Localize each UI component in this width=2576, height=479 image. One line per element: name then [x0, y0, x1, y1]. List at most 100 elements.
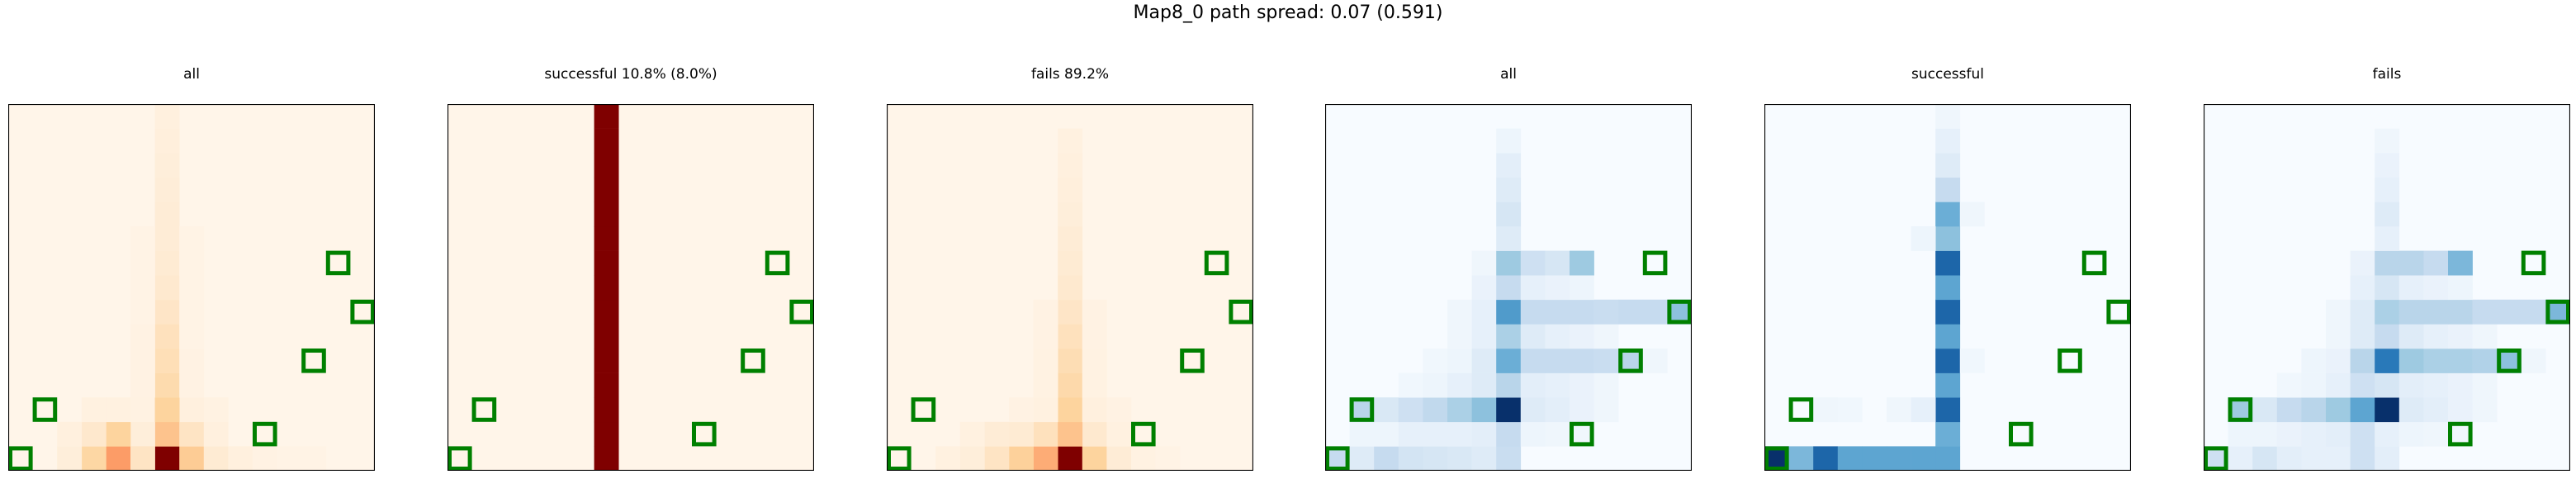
heatmap-cell — [2326, 324, 2351, 349]
heatmap-cell — [2301, 421, 2327, 447]
heatmap-cell — [2350, 372, 2375, 398]
heatmap-cell — [2276, 372, 2302, 398]
heatmap-cell — [130, 226, 155, 251]
heatmap-cell — [1935, 275, 1961, 301]
heatmap-cell — [1398, 372, 1423, 398]
heatmap-cell — [1496, 446, 1522, 471]
heatmap-cell — [1058, 202, 1083, 227]
heatmap-cell — [2423, 250, 2449, 276]
heatmap-cell — [1349, 446, 1375, 471]
heatmap-cell — [1131, 446, 1156, 471]
heatmap-cell — [1642, 299, 1668, 325]
goal-marker — [350, 299, 375, 325]
heatmap-cell — [1058, 372, 1083, 398]
heatmap-cell — [1593, 299, 1619, 325]
heatmap-cell — [154, 324, 180, 349]
heatmap-cell — [1935, 421, 1961, 447]
goal-marker — [2521, 250, 2546, 276]
heatmap-cell — [1520, 349, 1546, 373]
goal-marker — [1642, 250, 1668, 276]
heatmap-cell — [179, 349, 205, 373]
heatmap-cell — [594, 397, 619, 423]
heatmap-cell — [1471, 275, 1497, 301]
heatmap-cell — [1058, 128, 1083, 154]
heatmap-cell — [594, 299, 619, 325]
heatmap-cell — [130, 250, 155, 276]
heatmap-cell — [1447, 372, 1472, 398]
heatmap-cell — [81, 421, 107, 447]
heatmap-cell — [179, 397, 205, 423]
heatmap-cell — [1911, 446, 1936, 471]
heatmap-cell — [2398, 397, 2424, 423]
goal-marker — [253, 421, 277, 447]
heatmap-cell — [2350, 299, 2375, 325]
heatmap-cell — [594, 446, 619, 471]
heatmap-cell — [1520, 421, 1546, 447]
goal-marker — [2228, 397, 2253, 422]
goal-marker — [301, 349, 326, 373]
heatmap-cell — [1009, 446, 1034, 471]
heatmap-cell — [1618, 299, 1644, 325]
heatmap-cell — [2350, 446, 2375, 471]
heatmap-cell — [1058, 177, 1083, 202]
heatmap-cell — [984, 446, 1010, 471]
heatmap-cell — [1545, 421, 1570, 447]
heatmap-cell — [594, 202, 619, 227]
heatmap-cell — [2472, 324, 2498, 349]
heatmap-cell — [57, 421, 83, 447]
heatmap-cell — [203, 397, 229, 423]
goal-marker — [1325, 446, 1350, 471]
goal-marker — [1667, 299, 1692, 325]
heatmap-cell — [1447, 446, 1472, 471]
heatmap-cell — [2301, 397, 2327, 423]
heatmap-cell — [959, 446, 985, 471]
heatmap-cell — [1155, 446, 1181, 471]
heatmap-cell — [1496, 128, 1522, 154]
heatmap-cell — [2252, 397, 2278, 423]
heatmap-cell — [277, 446, 302, 471]
goal-marker — [1764, 446, 1789, 471]
heatmap-cell — [1545, 397, 1570, 423]
heatmap-cell — [1496, 226, 1522, 251]
heatmap-cell — [1082, 324, 1107, 349]
heatmap-cell — [1520, 250, 1546, 276]
heatmap-cell — [2448, 397, 2473, 423]
heatmap-cell — [1058, 421, 1083, 447]
heatmap-cell — [1058, 446, 1083, 471]
heatmap-cell — [1593, 324, 1619, 349]
heatmap-cell — [1813, 397, 1839, 423]
heatmap-cell — [1447, 349, 1472, 373]
heatmap-cell — [1496, 299, 1522, 325]
heatmap-cell — [179, 372, 205, 398]
heatmap-cell — [1520, 275, 1546, 301]
heatmap-cell — [2326, 372, 2351, 398]
heatmap-panel — [447, 104, 814, 471]
heatmap-cell — [1374, 397, 1399, 423]
heatmap-cell — [1447, 397, 1472, 423]
heatmap-cell — [2448, 349, 2473, 373]
heatmap-cell — [2228, 446, 2253, 471]
heatmap-cell — [2375, 177, 2400, 202]
heatmap-cell — [2375, 397, 2400, 423]
heatmap-cell — [1447, 324, 1472, 349]
goal-marker — [1180, 349, 1205, 373]
heatmap-cell — [1398, 397, 1423, 423]
heatmap-cell — [594, 104, 619, 129]
heatmap-cell — [2423, 275, 2449, 301]
heatmap-cell — [2423, 324, 2449, 349]
heatmap-svg — [8, 104, 375, 471]
heatmap-cell — [2375, 202, 2400, 227]
goal-marker — [1349, 397, 1375, 422]
heatmap-cell — [106, 397, 131, 423]
heatmap-cell — [594, 226, 619, 251]
heatmap-cell — [1520, 299, 1546, 325]
axes-frame — [1764, 104, 2131, 471]
heatmap-cell — [1471, 349, 1497, 373]
heatmap-cell — [2326, 421, 2351, 447]
heatmap-cell — [1009, 397, 1034, 423]
heatmap-cell — [2301, 446, 2327, 471]
heatmap-cell — [1935, 177, 1961, 202]
heatmap-svg — [1764, 104, 2131, 471]
goal-marker — [789, 299, 814, 325]
heatmap-cell — [1082, 397, 1107, 423]
